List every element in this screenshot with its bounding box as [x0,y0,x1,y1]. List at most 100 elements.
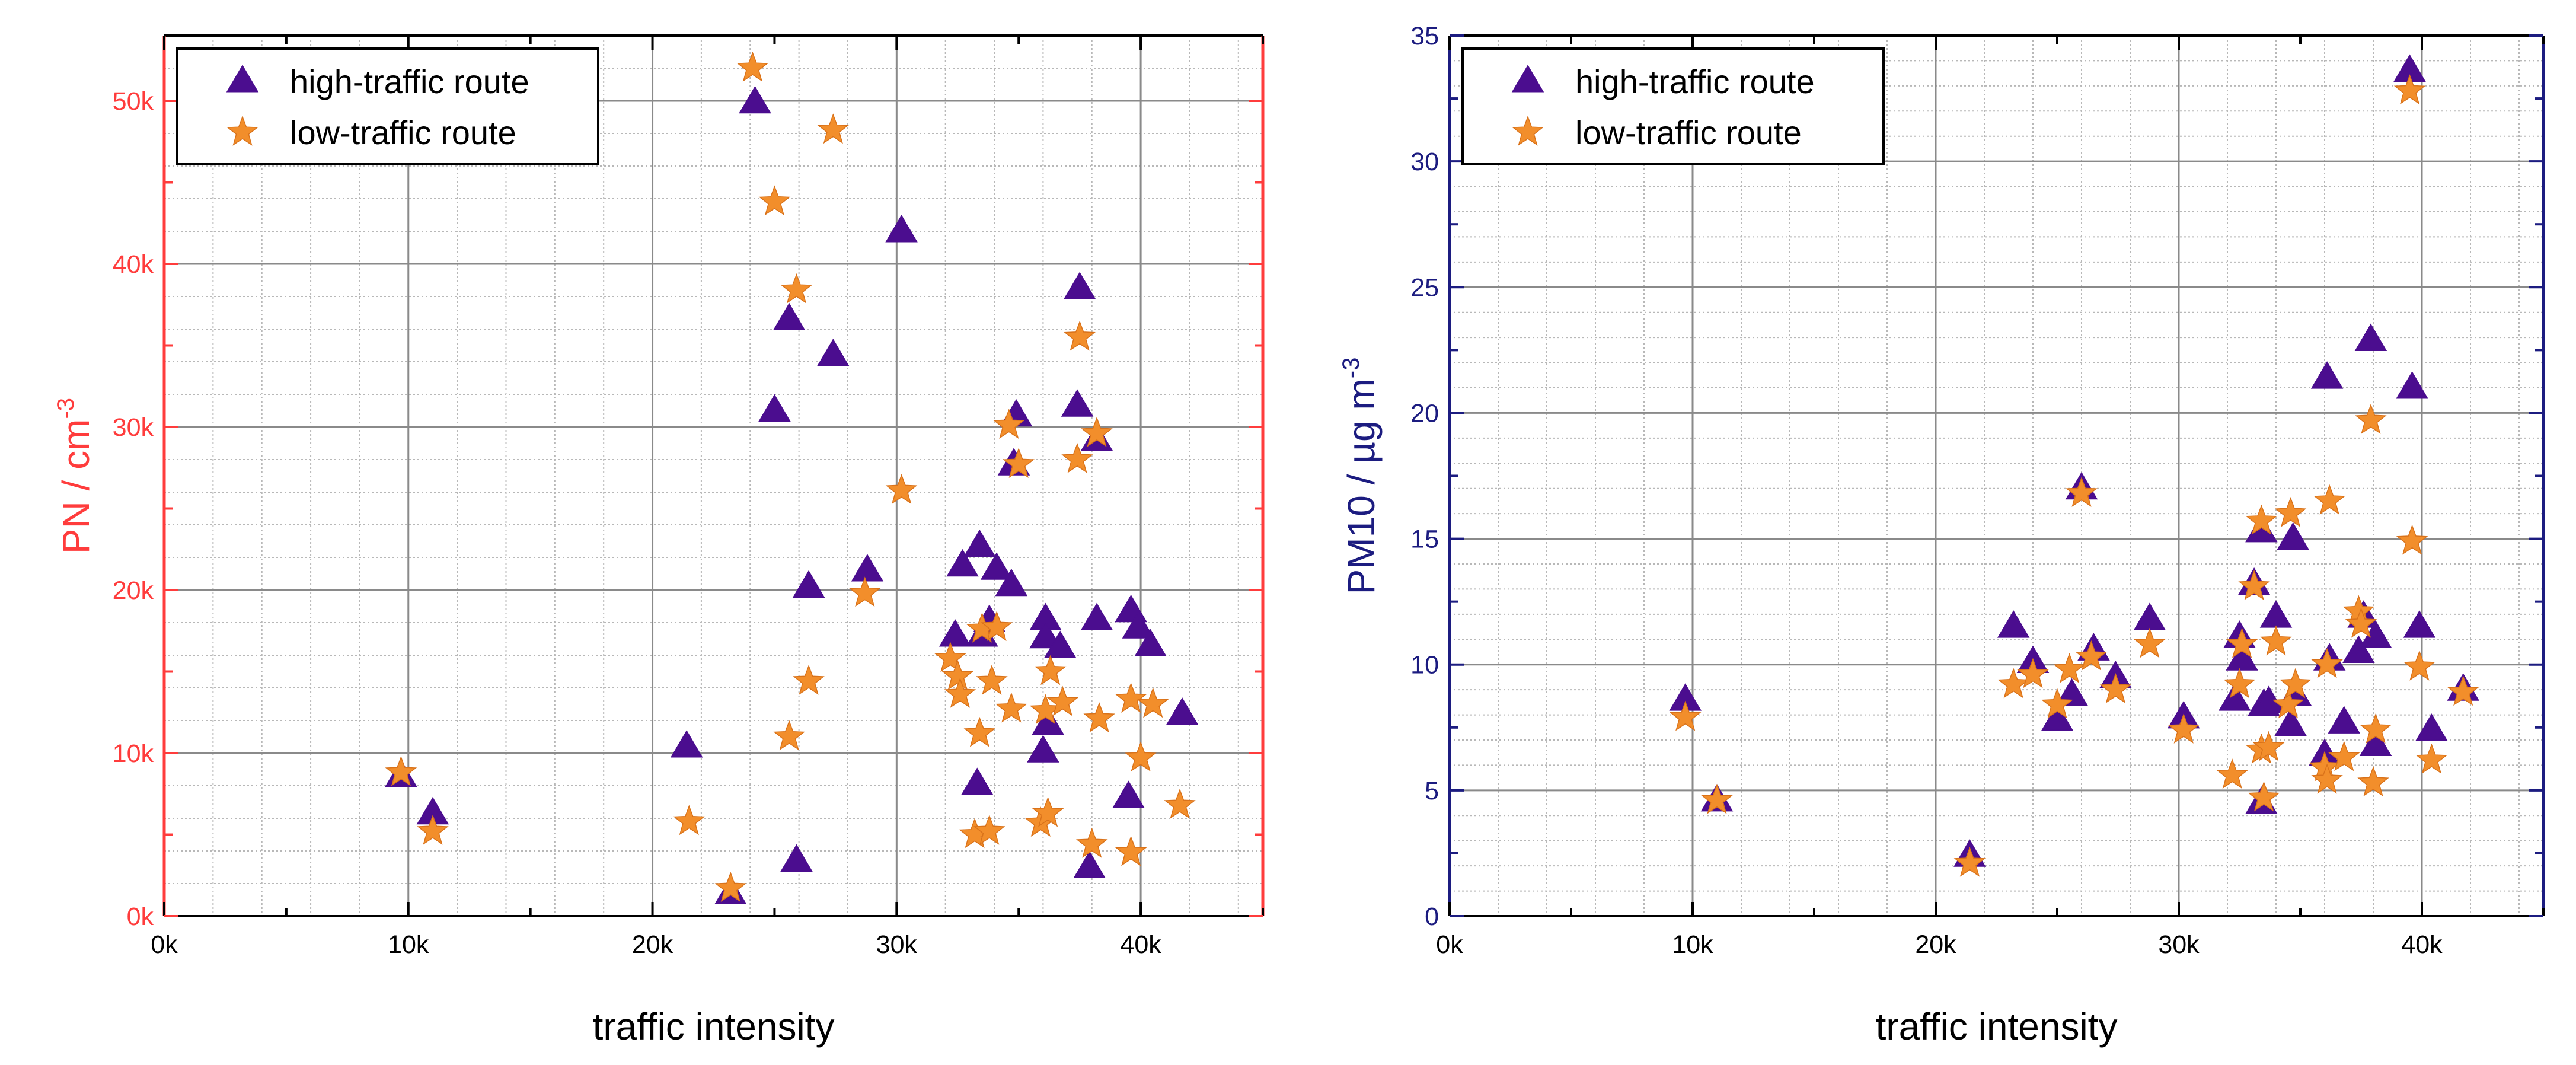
minor-grid [164,35,1263,916]
point-triangle [1043,630,1077,658]
series-high-traffic [385,85,1199,905]
point-star [995,692,1027,723]
point-star [2393,74,2426,105]
point-star [2041,688,2073,719]
point-star [2017,658,2049,688]
y-tick-label: 10k [113,739,154,768]
point-star [2099,672,2132,703]
point-star [736,51,769,82]
y-tick-label: 30 [1410,148,1439,176]
point-star [773,720,805,751]
point-triangle [1112,780,1145,808]
y-ticks [1450,34,2543,917]
point-star [2403,650,2435,681]
point-triangle [2415,713,2448,741]
point-star [2260,625,2292,656]
point-star [1081,416,1113,447]
point-star [1953,846,1986,877]
point-triangle [885,215,918,243]
y-tick-label: 0k [127,903,154,931]
point-triangle [946,549,979,577]
x-axis-title: traffic intensity [1876,1005,2118,1048]
y-tick-label: 35 [1410,22,1439,50]
point-triangle [670,730,703,758]
legend-label: high-traffic route [1575,63,1815,100]
point-star [1164,788,1196,819]
major-grid [164,36,1263,916]
legend-marker-triangle [226,65,259,93]
point-triangle [2328,706,2361,734]
y-tick-label: 25 [1410,273,1439,302]
point-triangle [963,529,996,557]
point-star [2223,668,2256,699]
x-tick-label: 0k [151,930,178,959]
point-triangle [1997,610,2030,638]
point-triangle [780,844,813,872]
x-tick-label: 40k [2401,930,2443,959]
y-axis-title-sup: -3 [53,398,79,419]
point-star [1003,448,1035,479]
y-tick-label: 20k [113,576,154,605]
point-triangle [758,394,791,422]
point-triangle [1073,850,1106,879]
point-star [1125,741,1157,772]
point-star [981,611,1013,642]
point-triangle [2359,728,2392,757]
point-star [1061,442,1093,473]
legend-marker-triangle [1511,65,1544,93]
point-triangle [980,552,1013,580]
point-triangle [2277,522,2309,550]
x-ticks [163,36,1264,916]
legend-box [1461,47,1885,165]
x-tick-label: 30k [2158,930,2200,959]
point-star [714,872,747,903]
legend: high-traffic route low-traffic route [176,47,599,165]
x-axis-title: traffic intensity [593,1005,835,1048]
legend-label: high-traffic route [290,63,529,100]
point-star [2272,688,2304,719]
point-star [1137,687,1169,718]
point-star [793,664,825,695]
point-triangle [851,554,884,582]
point-star [992,409,1025,439]
y-axis-title-main: PN / cm [55,419,97,554]
y-tick-label: 15 [1410,525,1439,554]
y-tick-label: 10 [1410,651,1439,680]
point-triangle [2403,610,2436,638]
y-axis-title-sup: -3 [1338,358,1364,379]
series-low-traffic [385,51,1196,903]
point-star [2168,713,2200,744]
minor-grid [1450,36,2543,916]
point-triangle [792,570,825,598]
point-star [385,755,417,786]
point-star [2245,504,2278,535]
y-tick-label: 5 [1425,777,1439,805]
y-tick-label: 40k [113,250,154,279]
point-star [1064,320,1096,351]
point-star [1115,683,1147,713]
point-triangle [739,85,771,114]
legend-marker-star [1512,115,1544,146]
point-star [2328,741,2360,771]
point-triangle [1027,735,1059,763]
x-tick-label: 20k [1915,930,1956,959]
point-star [1701,783,1733,814]
point-star [2252,731,2285,761]
legend-label: low-traffic route [290,114,516,151]
point-triangle [2274,708,2307,736]
point-star [2274,496,2307,527]
point-star [2311,763,2343,794]
point-triangle [1166,697,1199,725]
y-axis-title-main: PM10 / µg m [1340,378,1383,594]
point-triangle [817,339,850,366]
point-star [2134,627,2166,658]
point-triangle [2310,361,2344,389]
point-star [2396,524,2428,555]
point-triangle [2342,635,2375,664]
point-star [2415,743,2448,774]
y-axis-title: PN / cm-3 [53,398,97,554]
point-triangle [1134,629,1167,657]
point-star [944,677,976,708]
x-ticks [1448,36,2545,916]
point-star [963,716,996,747]
